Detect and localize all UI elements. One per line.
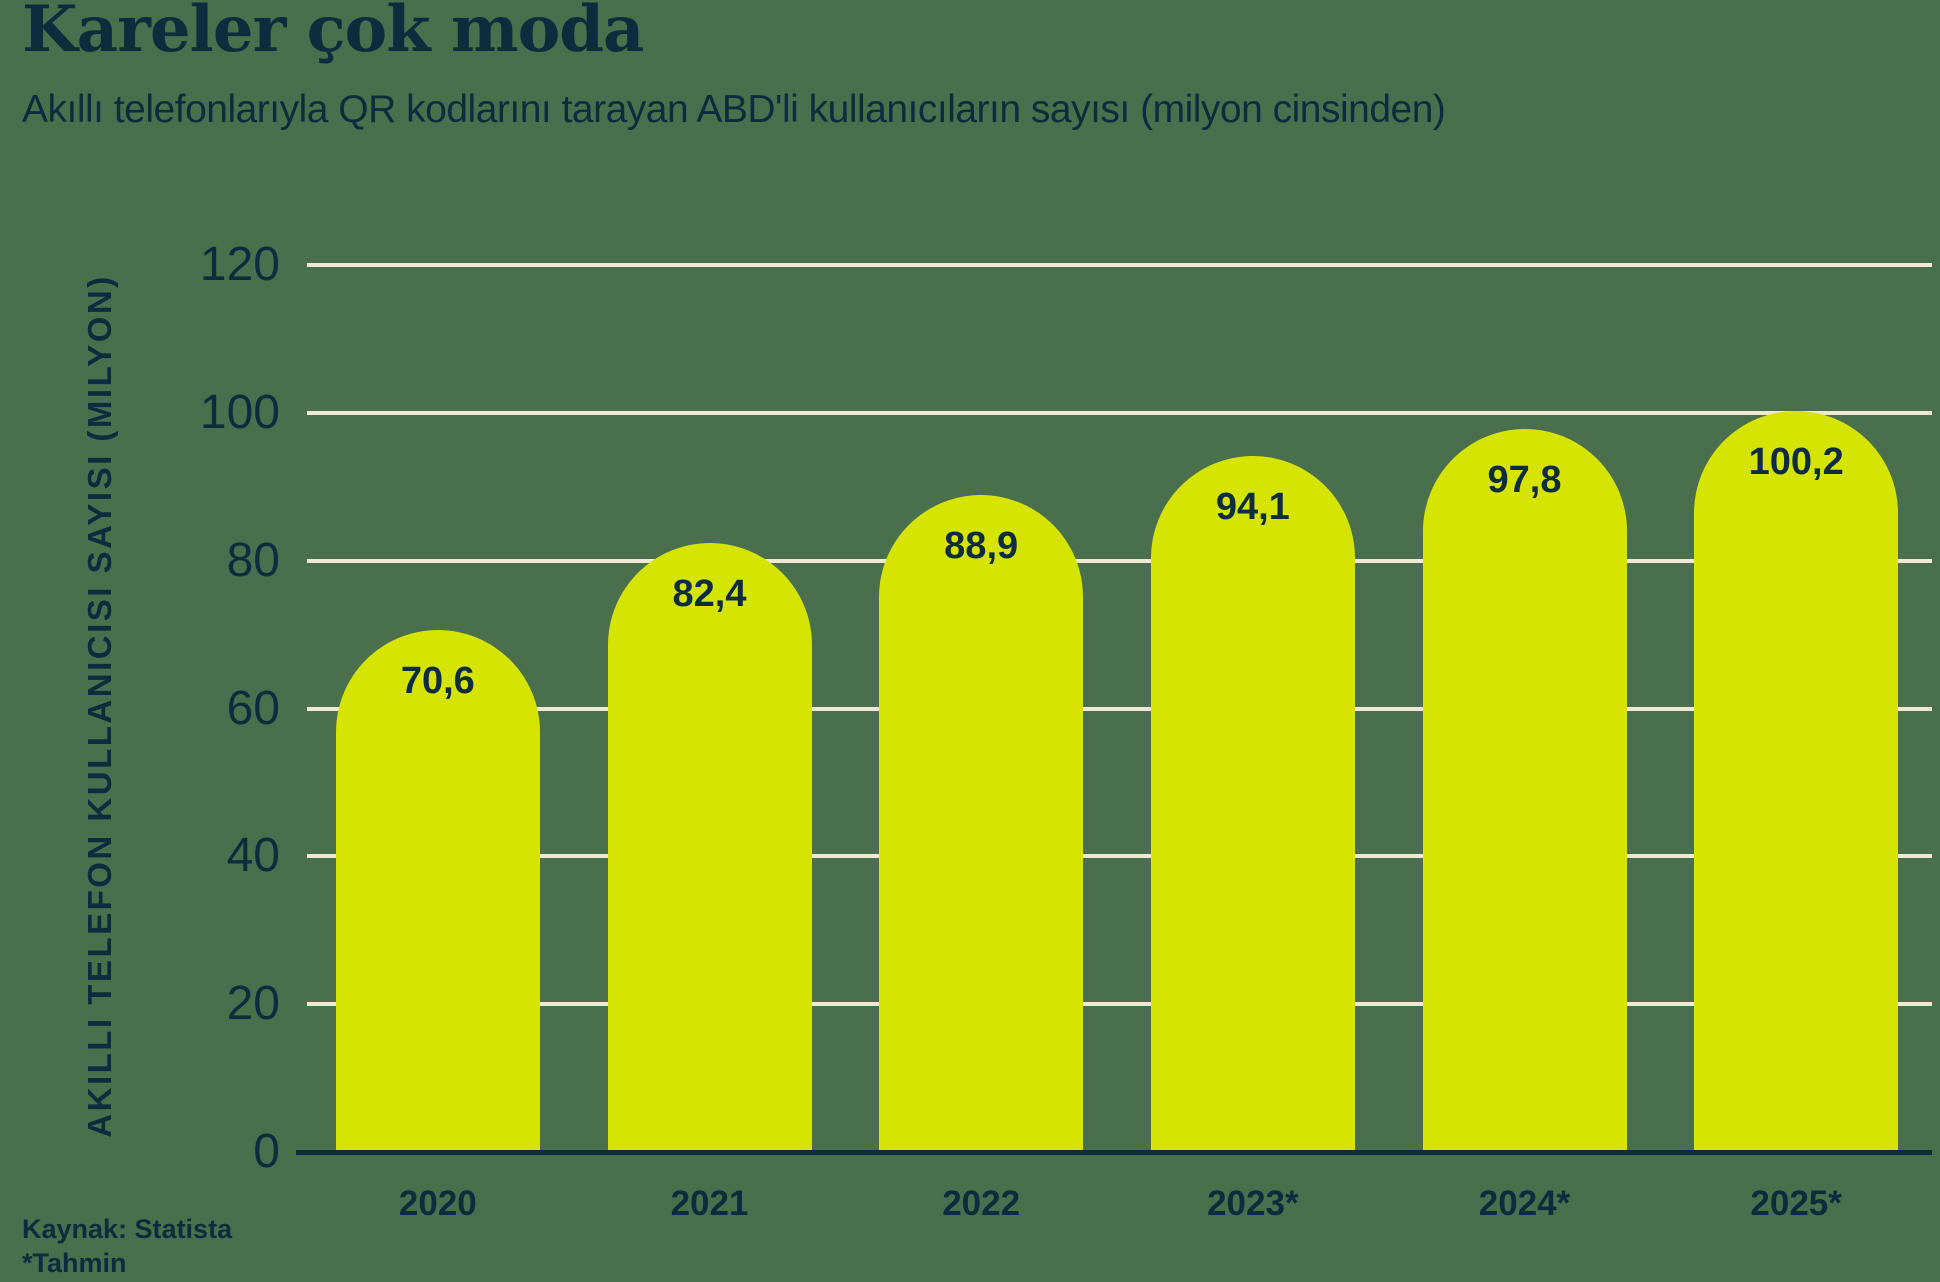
gridline-80 <box>307 558 1932 563</box>
bar-value-label: 88,9 <box>944 524 1019 567</box>
bar-2021: 82,4 <box>607 542 812 1152</box>
gridline-20 <box>307 1002 1932 1007</box>
x-tick-label-2021: 2021 <box>670 1184 749 1223</box>
x-tick-label-2023: 2023* <box>1207 1184 1299 1223</box>
bar-chart-plot-area: 0 20 40 60 80 100 120 70,6 2020 82,4 2021 88,9 2022 9… <box>200 241 1932 1223</box>
gridline-100 <box>307 410 1932 415</box>
bar-value-label: 100,2 <box>1748 441 1844 484</box>
x-tick-label-2024: 2024* <box>1478 1184 1571 1223</box>
bar-2025: 100,2 <box>1694 411 1899 1152</box>
bar-value-label: 82,4 <box>672 572 747 615</box>
bar-2022: 88,9 <box>879 494 1084 1152</box>
gridline-60 <box>307 706 1932 711</box>
footnote: *Tahmin <box>22 1248 127 1278</box>
bar-2024: 97,8 <box>1422 429 1627 1152</box>
x-tick-label-2022: 2022 <box>942 1184 1021 1223</box>
bar-value-label: 97,8 <box>1487 459 1562 502</box>
bar-value-label: 70,6 <box>400 660 475 703</box>
chart-subtitle: Akıllı telefonlarıyla QR kodlarını taray… <box>22 88 1446 131</box>
x-axis-baseline <box>296 1150 1932 1155</box>
x-tick-label-2020: 2020 <box>398 1184 477 1223</box>
gridline-40 <box>307 854 1932 859</box>
y-axis-title: AKILLI TELEFON KULLANICISI SAYISI (MILYO… <box>81 274 118 1138</box>
bar-2020: 70,6 <box>335 630 540 1152</box>
x-tick-label-2025: 2025* <box>1750 1184 1842 1223</box>
gridline-120 <box>307 263 1932 267</box>
source-note: Kaynak: Statista <box>22 1214 233 1244</box>
footer: Kaynak: Statista *Tahmin <box>22 1212 232 1280</box>
chart-title: Kareler çok moda <box>22 0 644 67</box>
bar-value-label: 94,1 <box>1215 486 1290 529</box>
bar-2023: 94,1 <box>1150 456 1355 1152</box>
